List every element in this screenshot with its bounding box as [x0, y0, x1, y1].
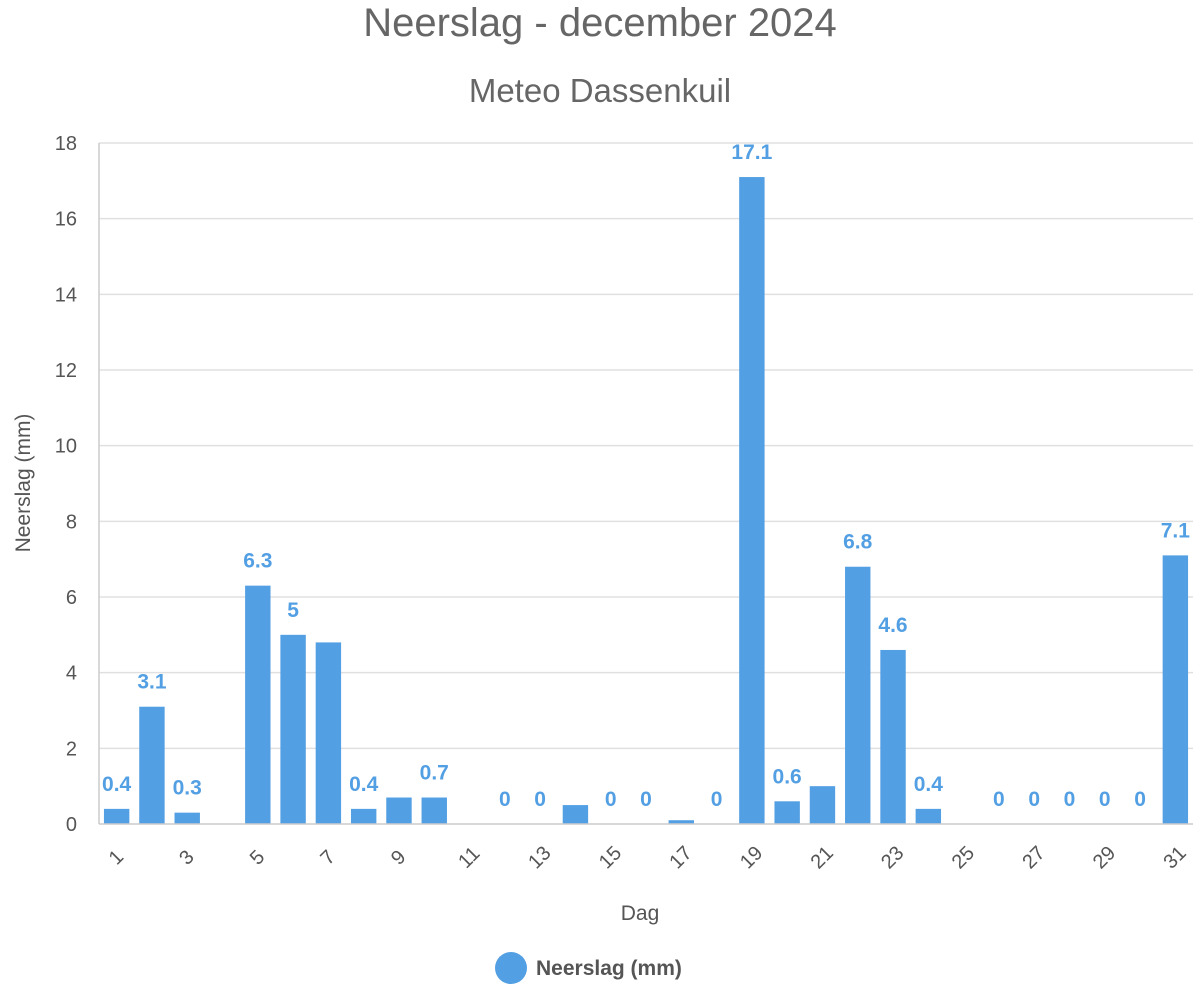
- x-tick-label: 31: [1159, 842, 1190, 873]
- legend-swatch[interactable]: [495, 952, 527, 984]
- data-label-day-27: 0: [1028, 788, 1040, 811]
- bar-day-6[interactable]: [280, 634, 306, 824]
- data-label-day-26: 0: [993, 788, 1005, 811]
- x-tick-label: 21: [807, 842, 838, 873]
- legend[interactable]: Neerslag (mm): [495, 952, 682, 984]
- x-tick-label: 29: [1089, 842, 1120, 873]
- y-tick-label: 16: [55, 209, 77, 231]
- data-label-day-31: 7.1: [1161, 519, 1191, 542]
- y-axis-title: Neerslag (mm): [12, 414, 35, 553]
- x-tick-label: 17: [665, 842, 696, 873]
- y-tick-label: 4: [66, 663, 77, 685]
- data-label-day-3: 0.3: [173, 777, 202, 800]
- data-label-day-12: 0: [499, 788, 511, 811]
- chart-subtitle: Meteo Dassenkuil: [469, 72, 731, 109]
- bar-day-8[interactable]: [350, 808, 377, 824]
- y-tick-label: 0: [66, 814, 77, 836]
- bar-day-14[interactable]: [562, 805, 589, 824]
- y-tick-label: 2: [66, 738, 77, 760]
- x-tick-label: 3: [175, 846, 198, 869]
- x-tick-label: 19: [736, 842, 767, 873]
- bar-day-23[interactable]: [880, 649, 906, 824]
- data-label-day-13: 0: [534, 788, 546, 811]
- x-axis-title: Dag: [621, 902, 660, 925]
- y-tick-label: 10: [55, 436, 77, 458]
- data-label-day-5: 6.3: [243, 550, 272, 573]
- bars: [103, 177, 1189, 825]
- data-label-day-16: 0: [640, 788, 652, 811]
- data-label-day-20: 0.6: [773, 765, 802, 788]
- bar-day-3[interactable]: [174, 812, 200, 824]
- y-tick-label: 12: [55, 360, 77, 382]
- bar-day-1[interactable]: [103, 808, 130, 824]
- data-label-day-2: 3.1: [137, 671, 167, 694]
- data-label-day-15: 0: [605, 788, 617, 811]
- x-tick-label: 25: [948, 842, 979, 873]
- y-tick-label: 6: [66, 587, 77, 609]
- x-tick-label: 1: [105, 846, 128, 869]
- x-axis-ticks: 1 3 5 7 9 11 13 15 17 19 21 23 25 27 29 31: [105, 842, 1191, 873]
- data-labels: 0.43.10.36.350.4 0.70 0 0 0 017.10.66.84.60.4…: [102, 141, 1190, 811]
- bar-day-17[interactable]: [668, 820, 694, 824]
- bar-day-22[interactable]: [845, 566, 871, 824]
- data-label-day-6: 5: [287, 599, 299, 622]
- bar-day-20[interactable]: [774, 801, 800, 824]
- bar-day-19[interactable]: [739, 177, 765, 825]
- data-label-day-29: 0: [1099, 788, 1111, 811]
- bar-day-21[interactable]: [809, 786, 836, 824]
- x-tick-label: 15: [595, 842, 626, 873]
- bar-day-2[interactable]: [139, 706, 165, 824]
- x-tick-label: 13: [524, 842, 555, 873]
- bar-day-10[interactable]: [421, 797, 447, 824]
- x-tick-label: 9: [387, 846, 410, 869]
- chart-title: Neerslag - december 2024: [363, 1, 837, 45]
- bar-day-5[interactable]: [245, 585, 271, 824]
- data-label-day-22: 6.8: [843, 531, 873, 554]
- bar-day-24[interactable]: [915, 808, 942, 824]
- data-label-day-28: 0: [1064, 788, 1076, 811]
- y-tick-label: 14: [55, 284, 77, 306]
- bar-day-7[interactable]: [315, 642, 342, 824]
- bar-day-31[interactable]: [1162, 555, 1189, 824]
- data-label-day-30: 0: [1134, 788, 1146, 811]
- y-axis-ticks: 0 2 4 6 8 10 12 14 16 18: [55, 133, 77, 836]
- data-label-day-24: 0.4: [914, 773, 944, 796]
- data-label-day-1: 0.4: [102, 773, 132, 796]
- y-tick-label: 8: [66, 511, 77, 533]
- data-label-day-23: 4.6: [878, 614, 907, 637]
- data-label-day-18: 0: [711, 788, 723, 811]
- x-tick-label: 23: [877, 842, 908, 873]
- data-label-day-8: 0.4: [349, 773, 379, 796]
- legend-label[interactable]: Neerslag (mm): [536, 957, 682, 980]
- data-label-day-10: 0.7: [420, 762, 449, 785]
- x-tick-label: 5: [246, 846, 269, 869]
- data-label-day-19: 17.1: [731, 141, 772, 164]
- x-tick-label: 27: [1018, 842, 1049, 873]
- x-tick-label: 7: [316, 846, 339, 869]
- y-tick-label: 18: [55, 133, 77, 155]
- x-tick-label: 11: [454, 843, 484, 873]
- bar-day-9[interactable]: [386, 797, 412, 824]
